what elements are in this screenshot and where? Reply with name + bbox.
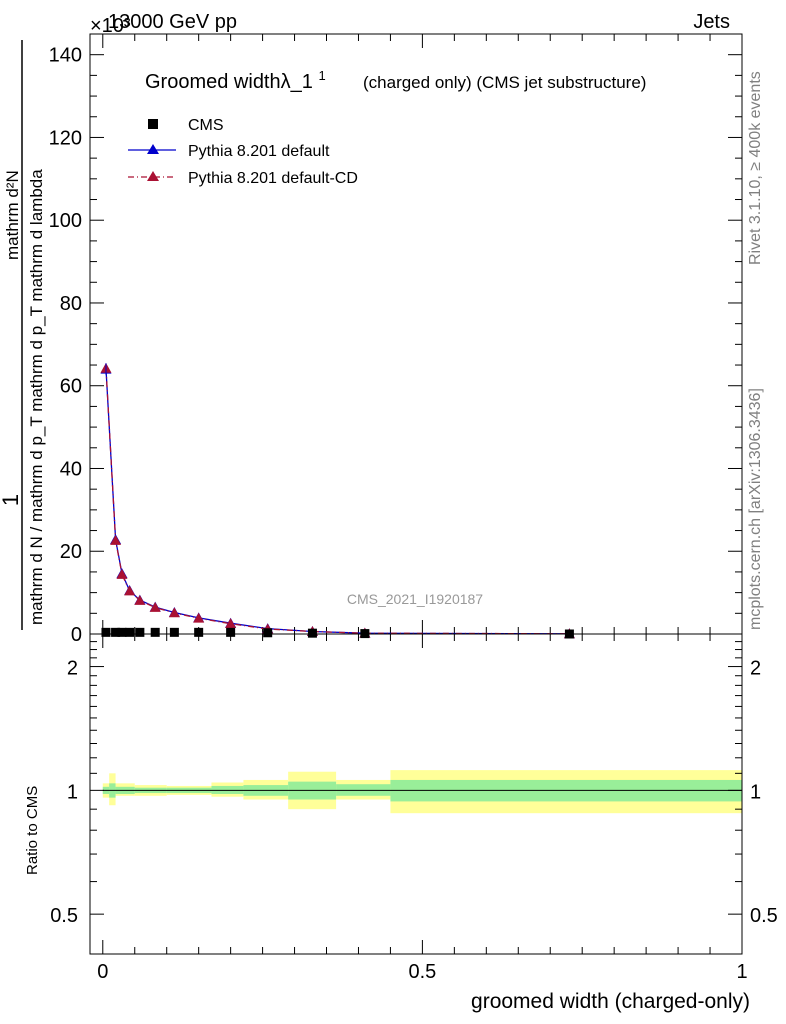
main-ytick-label: 120 — [49, 127, 82, 149]
xaxis-label: groomed width (charged-only) — [471, 990, 750, 1013]
ratio-ytick-label-right: 1 — [750, 781, 761, 803]
default-cd-point — [168, 607, 180, 618]
cms-point — [194, 627, 204, 637]
legend-cd-marker — [147, 171, 159, 181]
legend-cms-marker — [148, 119, 158, 129]
main-data — [100, 362, 575, 639]
main-ytick-label: 0 — [71, 624, 82, 646]
series-default-line — [105, 369, 570, 635]
ratio-bands — [102, 770, 742, 814]
rivet-label: Rivet 3.1.10, ≥ 400k events — [747, 71, 764, 265]
main-ytick-label: 140 — [49, 45, 82, 67]
xtick-label: 0.5 — [408, 961, 436, 983]
cms-point — [135, 627, 145, 637]
main-ytick-label: 40 — [60, 458, 82, 480]
legend-cms-label: CMS — [188, 117, 224, 134]
legend-default-label: Pythia 8.201 default — [188, 143, 330, 160]
cms-point — [101, 627, 111, 637]
ylabel-denominator: mathrm d N / mathrm d p_T mathrm d p_T m… — [27, 169, 46, 625]
cms-point — [307, 628, 317, 638]
chart-title-superscript: 1 — [318, 68, 325, 83]
ratio-ylabel: Ratio to CMS — [24, 786, 41, 875]
main-ytick-label: 80 — [60, 293, 82, 315]
default-cd-point — [225, 618, 237, 629]
chart-title-main: Groomed widthλ_1 — [145, 71, 313, 93]
default-cd-point — [193, 612, 205, 623]
default-cd-point — [110, 534, 122, 545]
main-ytick-label: 20 — [60, 541, 82, 563]
exponent-label: ×10³ — [90, 15, 131, 37]
cms-point — [169, 627, 179, 637]
default-cd-point — [149, 602, 161, 612]
xtick-label: 0 — [97, 961, 108, 983]
process-label: Jets — [693, 11, 730, 33]
cms-point — [117, 627, 127, 637]
ratio-axes: 0.5 0.5 1 1 2 2 0 0.5 1 — [50, 634, 778, 983]
xtick-label: 1 — [736, 961, 747, 983]
main-ytick-label: 100 — [49, 210, 82, 232]
cms-point — [263, 628, 273, 638]
ratio-ytick-label-right: 2 — [750, 658, 761, 680]
legend-cd-label: Pythia 8.201 default-CD — [188, 170, 358, 187]
mcplots-label: mcplots.cern.ch [arXiv:1306.3436] — [747, 388, 764, 630]
cms-point — [226, 627, 236, 637]
default-cd-point — [116, 568, 128, 579]
series-default-cd-line — [105, 368, 570, 635]
cms-point — [150, 627, 160, 637]
main-ytick-label: 60 — [60, 376, 82, 398]
ylabel-top: mathrm d²N — [3, 170, 22, 260]
ratio-ytick-label: 1 — [67, 781, 78, 803]
ratio-ytick-label: 0.5 — [50, 905, 78, 927]
ylabel-numerator: 1 — [0, 494, 23, 506]
ratio-ytick-label-right: 0.5 — [750, 905, 778, 927]
beam-label: 13000 GeV pp — [108, 11, 237, 33]
chart-title: Groomed widthλ_1 1 — [145, 68, 326, 93]
legend-default-marker — [147, 144, 159, 154]
default-cd-point — [124, 585, 136, 596]
main-ylabel: 1 mathrm d N / mathrm d p_T mathrm d p_T… — [0, 40, 46, 630]
cms-point — [125, 627, 135, 637]
ratio-ytick-label: 2 — [67, 658, 78, 680]
analysis-watermark: CMS_2021_I1920187 — [347, 591, 483, 607]
main-axes: 0 20 40 60 80 100 120 140 — [49, 33, 743, 646]
default-cd-point — [134, 594, 146, 605]
ratio-plot-frame — [89, 633, 743, 955]
cms-point — [111, 627, 121, 637]
legend: CMS Pythia 8.201 default Pythia 8.201 de… — [128, 117, 358, 187]
chart-subtitle: (charged only) (CMS jet substructure) — [363, 73, 646, 92]
